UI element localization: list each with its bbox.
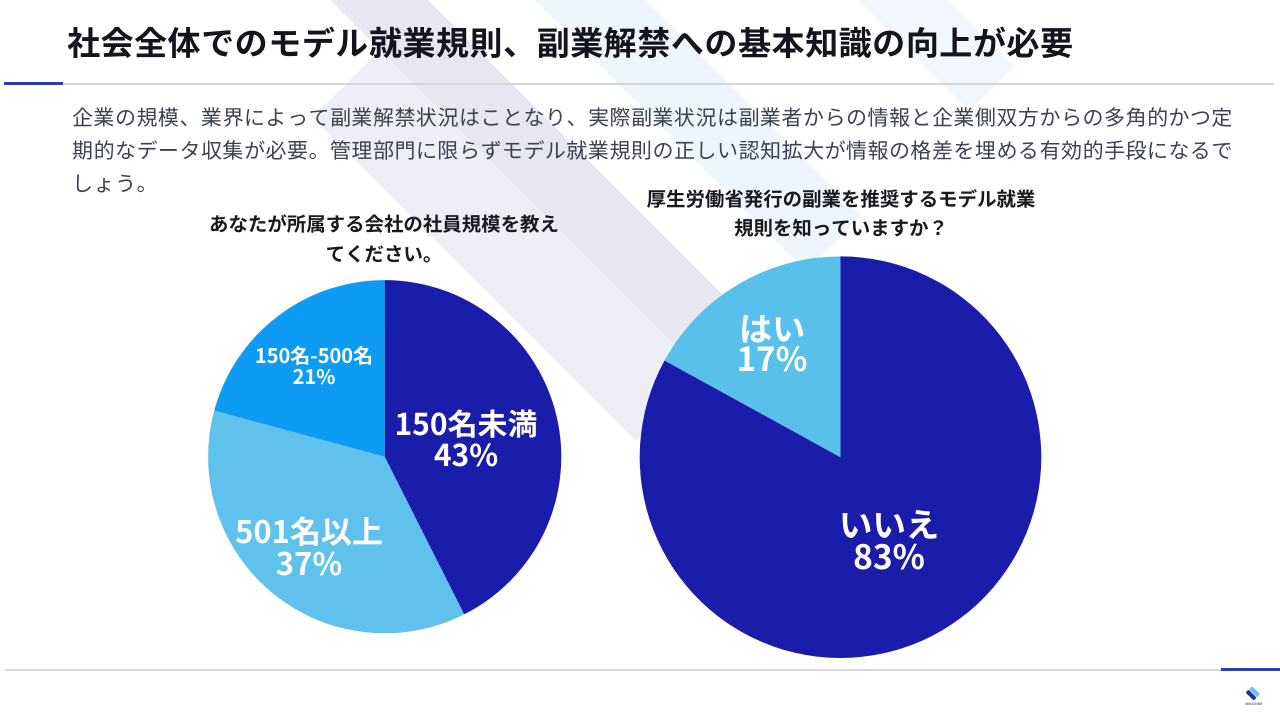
svg-text:MINAGINE: MINAGINE <box>1245 701 1262 706</box>
